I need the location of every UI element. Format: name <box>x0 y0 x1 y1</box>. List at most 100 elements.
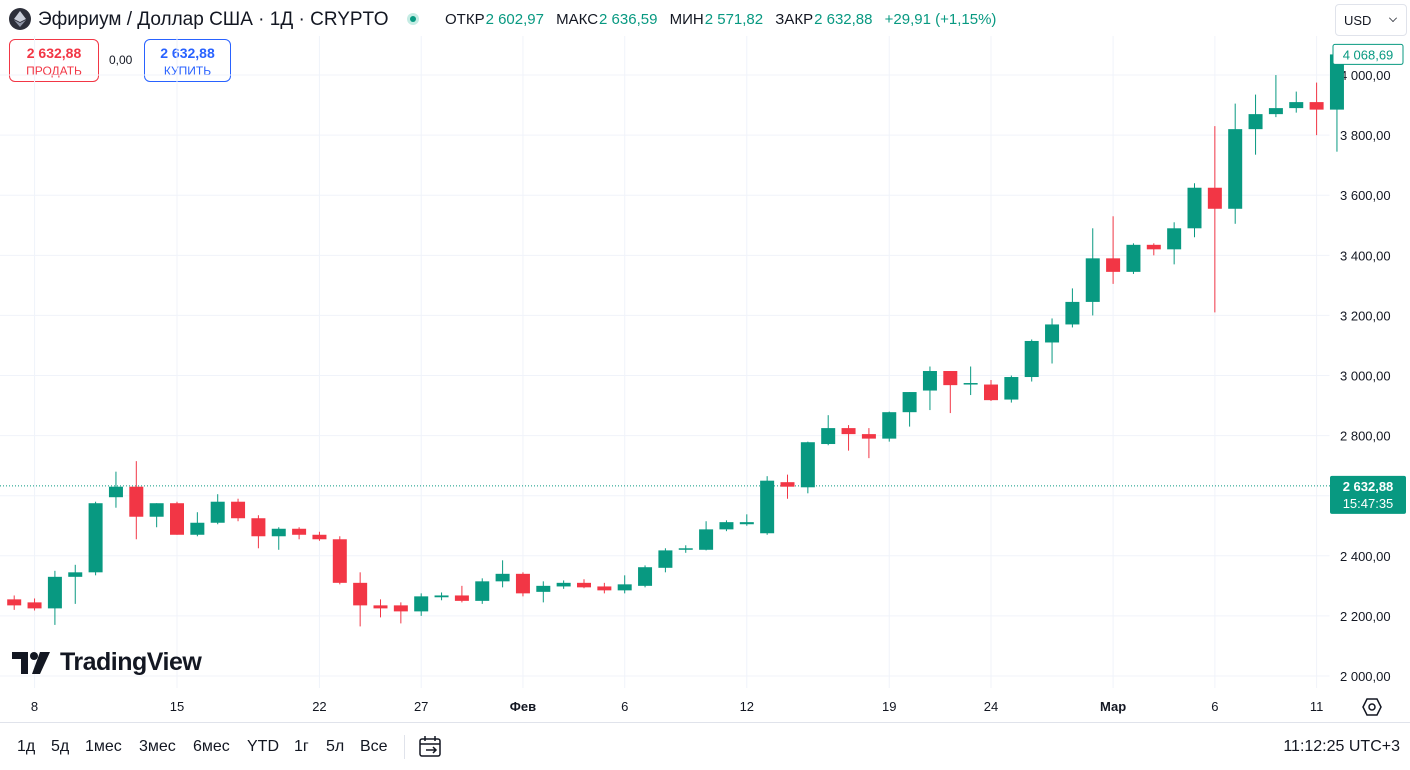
date-range-icon[interactable] <box>418 735 444 759</box>
sell-price: 2 632,88 <box>26 45 82 61</box>
candle-body <box>1329 54 1344 110</box>
candle-body <box>108 486 123 498</box>
candle-body <box>760 480 775 534</box>
tradingview-logo-icon <box>12 651 50 674</box>
candle-body <box>1004 377 1019 400</box>
candle-body <box>1106 258 1121 272</box>
ethereum-icon <box>9 8 31 30</box>
range-3m-button[interactable]: 3мес <box>139 738 176 755</box>
close-value: 2 632,88 <box>814 11 873 28</box>
y-tick-label: 4 000,00 <box>1340 68 1391 83</box>
candle-body <box>1187 187 1202 229</box>
range-6m-button[interactable]: 6мес <box>193 738 230 755</box>
candle-body <box>658 550 673 568</box>
candle-body <box>190 522 205 535</box>
tradingview-logo[interactable]: TradingView <box>12 648 202 677</box>
candle-body <box>292 528 307 535</box>
candle-body <box>231 501 246 519</box>
candle-body <box>1126 244 1141 272</box>
y-tick-label: 2 400,00 <box>1340 549 1391 564</box>
clock-display[interactable]: 11:12:25 UTC+3 <box>1283 738 1400 755</box>
x-tick-label: 6 <box>621 699 628 714</box>
candle-body <box>475 581 490 601</box>
candle-body <box>1167 228 1182 250</box>
candle-body <box>556 582 571 587</box>
candle-body <box>597 586 612 591</box>
candle-body <box>984 384 998 401</box>
currency-value: USD <box>1344 13 1372 28</box>
y-tick-label: 3 800,00 <box>1340 128 1391 143</box>
candle-body <box>1207 187 1222 209</box>
buy-button[interactable]: 2 632,88 КУПИТЬ <box>144 39 231 82</box>
candle-body <box>1146 244 1161 250</box>
candle-body <box>27 602 42 609</box>
range-5y-button[interactable]: 5л <box>326 738 345 755</box>
x-tick-label: 24 <box>984 699 998 714</box>
buy-label: КУПИТЬ <box>163 64 212 78</box>
candle-body <box>332 539 347 583</box>
range-1d-button[interactable]: 1д <box>17 738 36 755</box>
candle-body <box>373 605 388 609</box>
last-price-marker <box>1330 475 1406 514</box>
candle-body <box>719 522 734 530</box>
candle-body <box>536 585 551 592</box>
candle-body <box>170 503 184 535</box>
candle-body <box>922 371 937 391</box>
candle-body <box>495 573 510 582</box>
price-chart[interactable]: 2 000,002 200,002 400,002 600,002 800,00… <box>0 0 1410 722</box>
high-label: МАКС <box>556 11 599 28</box>
candle-body <box>129 486 144 517</box>
candle-body <box>1268 108 1283 115</box>
x-tick-label: 8 <box>31 699 38 714</box>
open-value: 2 602,97 <box>485 11 544 28</box>
candle-body <box>393 605 408 612</box>
chart-header: Эфириум / Доллар США · 1Д · CRYPTO ОТКР2… <box>0 0 1410 40</box>
y-tick-label: 2 000,00 <box>1340 669 1391 684</box>
x-tick-label: 11 <box>1310 699 1324 714</box>
candle-body <box>780 482 795 487</box>
x-tick-label: 19 <box>882 699 896 714</box>
candle-body <box>1289 102 1304 109</box>
candle-body <box>251 518 266 537</box>
countdown-label: 15:47:35 <box>1343 496 1394 511</box>
sell-label: ПРОДАТЬ <box>26 64 82 78</box>
candle-body <box>963 383 978 385</box>
candle-body <box>638 567 653 586</box>
candle-body <box>800 442 815 488</box>
candle-body <box>1024 340 1039 378</box>
candle-body <box>434 595 449 598</box>
candle-body <box>1309 102 1324 110</box>
candle-body <box>271 528 286 537</box>
range-all-button[interactable]: Все <box>360 738 388 755</box>
candle-body <box>515 573 530 594</box>
sell-button[interactable]: 2 632,88 ПРОДАТЬ <box>9 39 99 82</box>
candle-body <box>841 428 856 435</box>
symbol-title[interactable]: Эфириум / Доллар США · 1Д · CRYPTO <box>38 9 389 30</box>
candle-body <box>861 434 876 439</box>
range-ytd-button[interactable]: YTD <box>247 738 279 755</box>
y-tick-label: 3 000,00 <box>1340 369 1391 384</box>
y-tick-label: 3 600,00 <box>1340 188 1391 203</box>
candle-body <box>1228 129 1243 209</box>
chart-settings-icon[interactable] <box>1362 697 1382 717</box>
low-label: МИН <box>669 11 704 28</box>
change-value: +29,91 (+1,15%) <box>884 11 997 28</box>
candle-body <box>210 501 225 523</box>
currency-select[interactable]: USD <box>1335 4 1407 36</box>
market-status-icon[interactable] <box>407 13 419 25</box>
logo-text: TradingView <box>60 648 202 676</box>
last-price-label: 2 632,88 <box>1343 479 1394 494</box>
candle-body <box>1065 301 1080 325</box>
candle-body <box>312 534 327 540</box>
x-tick-label: Фев <box>510 699 536 714</box>
range-1m-button[interactable]: 1мес <box>85 738 122 755</box>
range-1y-button[interactable]: 1г <box>294 738 309 755</box>
candle-body <box>617 584 632 591</box>
high-price-label: 4 068,69 <box>1343 47 1394 62</box>
candle-body <box>454 595 469 601</box>
spread-value: 0,00 <box>109 53 133 67</box>
candle-body <box>149 503 164 517</box>
candle-body <box>7 599 22 606</box>
high-price-marker <box>1332 43 1404 65</box>
range-5d-button[interactable]: 5д <box>51 738 70 755</box>
